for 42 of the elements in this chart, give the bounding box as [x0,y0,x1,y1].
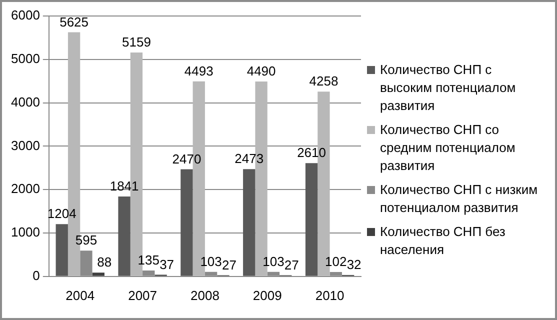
data-label: 103 [262,254,284,270]
x-tick-label: 2009 [252,288,282,303]
data-label: 135 [138,252,160,268]
data-label: 2610 [297,145,326,160]
data-label: 2470 [172,151,202,166]
y-tick-label: 6000 [11,8,40,23]
y-tick-label: 0 [32,268,40,283]
data-label: 88 [97,254,112,270]
data-label: 103 [200,254,222,270]
legend-label: Количество СНП с низким потенциалом развития [380,181,539,217]
bar [180,169,193,276]
legend-label: Количество СНП со средним потенциалом развития [380,121,516,175]
bar [243,169,256,276]
data-label: 32 [346,257,362,272]
data-label: 595 [75,232,98,248]
y-tick-label: 5000 [11,50,40,66]
data-label: 37 [160,256,174,272]
y-tick-label: 1000 [11,224,40,240]
data-label: 27 [284,257,299,272]
legend-label: Количество СНП с высоким потенциалом развития [380,61,517,115]
data-label: 4258 [309,74,338,89]
data-label: 4490 [246,64,276,79]
x-tick-label: 2007 [128,288,158,303]
bar [305,163,318,276]
y-tick-label: 4000 [11,94,40,110]
data-label: 102 [325,254,347,270]
data-label: 4493 [184,63,214,78]
data-label: 1841 [110,178,139,194]
legend-label: Количество СНП без населения [380,223,506,259]
bar [56,224,68,276]
data-label: 5159 [122,34,151,50]
x-tick-label: 2004 [66,288,95,303]
x-tick-label: 2008 [190,288,220,303]
data-label: 1204 [47,206,76,222]
data-label: 27 [222,257,236,272]
x-tick-label: 2010 [315,288,344,303]
data-label: 5625 [60,14,89,30]
bar [92,272,104,276]
y-tick-label: 2000 [11,181,40,196]
bar [118,196,130,276]
data-label: 2473 [234,151,264,166]
y-tick-label: 3000 [11,138,40,153]
